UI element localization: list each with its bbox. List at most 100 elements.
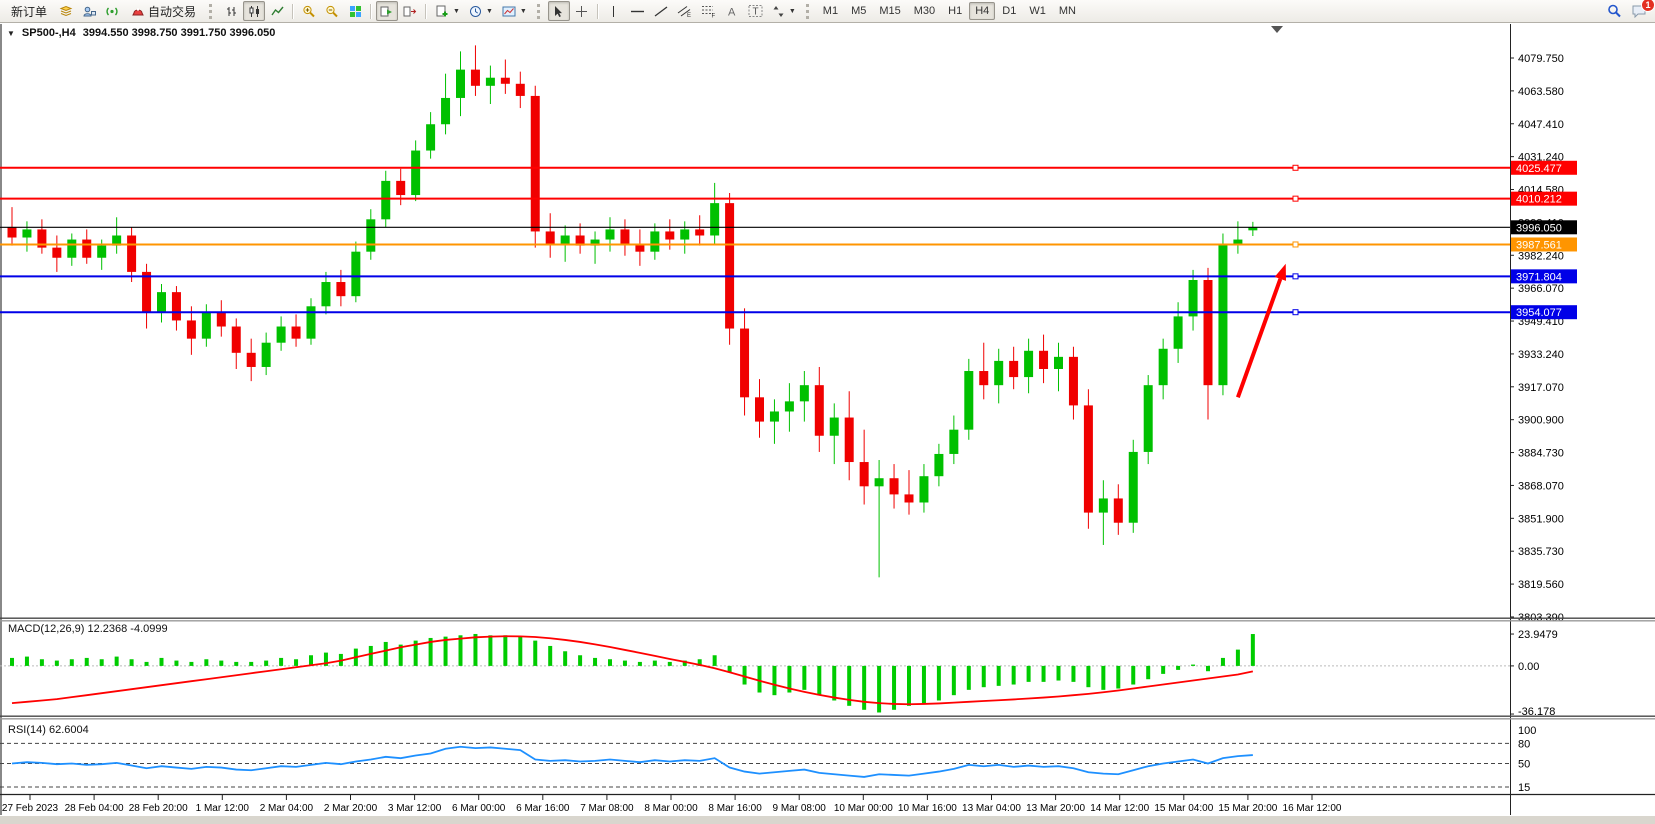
price-badge-label: 4025.477	[1516, 163, 1562, 175]
price-badge	[1511, 305, 1577, 320]
text-button[interactable]: A	[721, 1, 743, 21]
auto-scroll-button[interactable]	[376, 1, 399, 21]
signals-button[interactable]	[101, 1, 123, 21]
rsi-line	[11, 745, 1253, 778]
bar-chart-icon	[225, 5, 238, 18]
candle-body	[620, 229, 630, 244]
autotrading-button[interactable]: 自动交易	[124, 1, 203, 21]
candle-body	[201, 312, 211, 339]
candle-body	[291, 326, 301, 339]
line-chart-button[interactable]	[266, 1, 288, 21]
indicators-button[interactable]: ▼	[431, 1, 464, 21]
time-axis-label: 8 Mar 00:00	[644, 803, 698, 814]
chart-shift-button[interactable]	[399, 1, 421, 21]
price-badge	[1511, 237, 1577, 252]
candle-body	[112, 235, 122, 246]
trend-arrow-head[interactable]	[1274, 263, 1286, 281]
time-axis-label: 28 Feb 20:00	[129, 803, 188, 814]
horizontal-line-button[interactable]	[626, 1, 649, 21]
candle-body	[171, 292, 181, 321]
line-handle[interactable]	[1292, 241, 1299, 248]
line-handle[interactable]	[1292, 195, 1299, 202]
candle-body	[82, 239, 92, 258]
timeframe-m5[interactable]: M5	[845, 2, 872, 20]
candle-body	[381, 180, 391, 220]
line-chart-icon	[270, 5, 284, 18]
candle-body	[306, 306, 316, 339]
chevron-down-icon: ▼	[485, 7, 493, 15]
candlestick-chart-button[interactable]	[243, 1, 266, 21]
templates-button[interactable]: ▼	[498, 1, 531, 21]
macd-tick-label: 0.00	[1518, 661, 1539, 673]
timeframe-m15[interactable]: M15	[873, 2, 906, 20]
candle-body	[1054, 356, 1063, 369]
time-axis-label: 16 Mar 12:00	[1283, 803, 1342, 814]
cursor-button[interactable]	[547, 1, 570, 21]
timeframe-m30[interactable]: M30	[908, 2, 941, 20]
timeframe-d1[interactable]: D1	[996, 2, 1022, 20]
candle-body	[1248, 227, 1258, 231]
price-tick-label: 4063.580	[1518, 86, 1564, 98]
price-tick-label: 3917.070	[1518, 382, 1564, 394]
candle-body	[979, 371, 989, 386]
candle-body	[680, 229, 690, 240]
candle-body	[411, 150, 421, 196]
line-handle[interactable]	[1292, 273, 1299, 280]
time-axis-label: 13 Mar 04:00	[962, 803, 1021, 814]
channel-button[interactable]: E	[673, 1, 696, 21]
shapes-button[interactable]: ▼	[768, 1, 800, 21]
zoom-out-button[interactable]	[321, 1, 343, 21]
price-badge-label: 4010.212	[1516, 194, 1562, 206]
coins-button[interactable]	[55, 1, 77, 21]
timeframe-h1[interactable]: H1	[942, 2, 968, 20]
zoom-in-button[interactable]	[298, 1, 320, 21]
chart-shift-marker[interactable]	[1271, 26, 1283, 33]
rsi-tick-label: 15	[1518, 782, 1530, 794]
candle-body	[605, 229, 615, 240]
toolbar-grip[interactable]	[209, 3, 214, 19]
new-order-button[interactable]: 新订单	[4, 1, 54, 21]
candle-body	[695, 229, 705, 236]
vertical-line-button[interactable]	[603, 1, 625, 21]
time-axis-label: 3 Mar 12:00	[388, 803, 442, 814]
candle-body	[814, 385, 824, 436]
line-handle[interactable]	[1292, 309, 1299, 316]
crosshair-button[interactable]	[571, 1, 593, 21]
line-handle[interactable]	[1292, 164, 1299, 171]
candle-body	[485, 77, 495, 86]
candle-body	[1173, 316, 1183, 349]
support-button[interactable]	[78, 1, 100, 21]
candle-body	[725, 203, 735, 329]
chart-shift-icon	[403, 5, 417, 18]
candle-body	[919, 476, 929, 503]
timeframe-h4[interactable]: H4	[969, 2, 996, 20]
toolbar-grip[interactable]	[536, 3, 542, 19]
fibonacci-button[interactable]: F	[697, 1, 720, 21]
chart-canvas[interactable]: 4079.7504063.5804047.4104031.2404014.580…	[0, 24, 1655, 824]
tile-windows-button[interactable]	[344, 1, 366, 21]
candle-body	[784, 401, 794, 412]
candle-body	[575, 235, 585, 246]
timeframe-w1[interactable]: W1	[1023, 2, 1052, 20]
periodicity-button[interactable]: ▼	[465, 1, 497, 21]
candle-body	[740, 328, 750, 398]
cursor-icon	[552, 5, 565, 18]
timeframe-m1[interactable]: M1	[817, 2, 844, 20]
price-badge	[1511, 269, 1577, 284]
price-badge-label: 3971.804	[1516, 271, 1562, 283]
candle-body	[650, 231, 660, 252]
candle-body	[874, 478, 884, 487]
trendline-button[interactable]	[650, 1, 672, 21]
rsi-tick-label: 80	[1518, 738, 1530, 750]
svg-text:T: T	[752, 7, 758, 18]
search-button[interactable]	[1603, 1, 1626, 21]
trend-arrow[interactable]	[1236, 278, 1283, 398]
toolbar-grip[interactable]	[805, 3, 811, 19]
price-badge	[1511, 160, 1577, 175]
timeframe-mn[interactable]: MN	[1053, 2, 1082, 20]
time-axis-label: 13 Mar 20:00	[1026, 803, 1085, 814]
bar-chart-button[interactable]	[220, 1, 242, 21]
text-a-icon: A	[726, 5, 738, 18]
candle-body	[216, 312, 226, 327]
label-button[interactable]: T	[744, 1, 767, 21]
